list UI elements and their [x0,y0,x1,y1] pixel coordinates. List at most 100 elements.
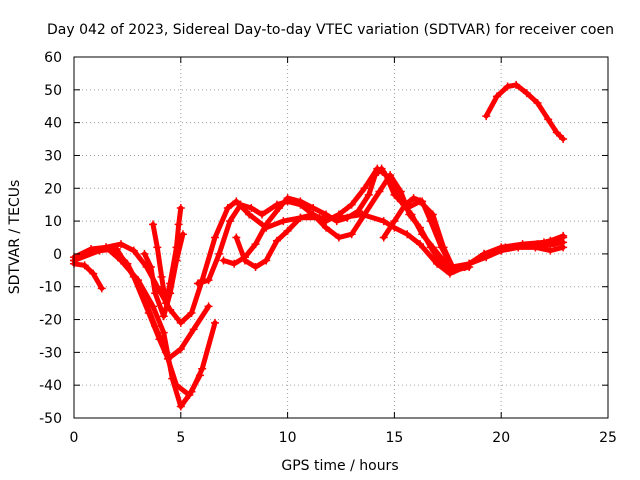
data-point-marker [196,371,205,380]
data-point-marker [187,308,196,317]
data-point-marker [347,200,356,209]
data-point-marker [251,263,260,272]
data-point-marker [151,289,160,298]
data-point-marker [296,213,305,222]
data-point-marker [159,328,168,337]
data-point-marker [153,243,162,252]
x-tick-label: 5 [176,430,185,446]
data-point-marker [140,249,149,258]
series-line [195,172,453,286]
series-line [71,261,105,291]
data-point-marker [533,240,542,249]
data-point-marker [176,203,185,212]
axis-ticks [73,56,609,419]
data-point-marker [309,203,318,212]
data-point-marker [89,269,98,278]
data-point-marker [407,210,416,219]
data-point-marker [386,177,395,186]
x-tick-label: 25 [599,430,617,446]
data-point-marker [185,391,194,400]
data-point-marker [437,243,446,252]
data-point-marker [225,217,234,226]
data-point-marker [347,230,356,239]
data-point-marker [240,253,249,262]
data-point-marker [172,256,181,265]
data-point-marker [149,302,158,311]
data-point-marker [279,217,288,226]
data-point-marker [189,325,198,334]
data-point-marker [546,236,555,245]
data-point-marker [230,259,239,268]
data-point-marker [210,318,219,327]
data-point-marker [512,80,521,89]
chart-title: Day 042 of 2023, Sidereal Day-to-day VTE… [47,22,614,38]
data-point-marker [334,233,343,242]
data-point-marker [418,230,427,239]
data-point-marker [172,381,181,390]
satellite-track-1 [70,259,106,293]
data-point-marker [522,89,531,98]
data-point-marker [283,226,292,235]
data-point-marker [546,246,555,255]
data-point-marker [360,210,369,219]
y-tick-label: -30 [39,345,62,361]
data-point-marker [262,256,271,265]
x-tick-label: 10 [279,430,297,446]
data-point-marker [215,249,224,258]
data-point-marker [544,115,553,124]
data-point-marker [176,345,185,354]
x-tick-label: 15 [385,430,403,446]
series-line [488,233,566,257]
y-tick-label: 40 [44,116,62,132]
x-tick-label: 20 [492,430,510,446]
data-series-layer [70,80,568,411]
data-point-marker [409,194,418,203]
data-point-marker [116,240,125,249]
data-point-marker [465,259,474,268]
data-point-marker [272,236,281,245]
data-point-marker [176,402,185,411]
data-point-marker [232,233,241,242]
data-point-marker [492,92,501,101]
data-point-marker [360,184,369,193]
series-line [71,246,212,362]
data-point-marker [401,200,410,209]
data-point-marker [403,230,412,239]
data-point-marker [157,272,166,281]
data-point-marker [486,249,495,258]
data-point-marker [176,318,185,327]
data-point-marker [95,246,104,255]
y-axis-tick-labels: 60 50 40 30 20 10 0 -10 -20 -30 -40 -50 [39,50,62,427]
data-point-marker [163,354,172,363]
data-point-marker [129,246,138,255]
data-point-marker [518,241,527,250]
satellite-track-12 [482,80,568,144]
y-tick-label: 60 [44,50,62,66]
data-point-marker [375,187,384,196]
satellite-track-7 [140,230,187,321]
y-tick-label: -40 [39,378,62,394]
data-point-marker [418,197,427,206]
data-point-marker [559,243,568,252]
data-point-marker [102,243,111,252]
y-axis-label: SDTVAR / TECUs [7,180,23,295]
data-point-marker [251,240,260,249]
data-point-marker [416,240,425,249]
data-point-marker [178,230,187,239]
data-point-marker [559,231,568,240]
data-point-marker [364,190,373,199]
data-point-marker [379,217,388,226]
satellite-track-4 [70,244,213,363]
y-tick-label: -20 [39,313,62,329]
y-tick-label: -50 [39,411,62,427]
data-point-marker [245,210,254,219]
data-point-marker [204,276,213,285]
data-point-marker [257,210,266,219]
x-tick-label: 0 [70,430,79,446]
data-point-marker [371,171,380,180]
x-axis-tick-labels: 0 5 10 15 20 25 [70,430,617,446]
data-point-marker [552,128,561,137]
satellite-track-13 [486,231,568,258]
data-point-marker [354,207,363,216]
